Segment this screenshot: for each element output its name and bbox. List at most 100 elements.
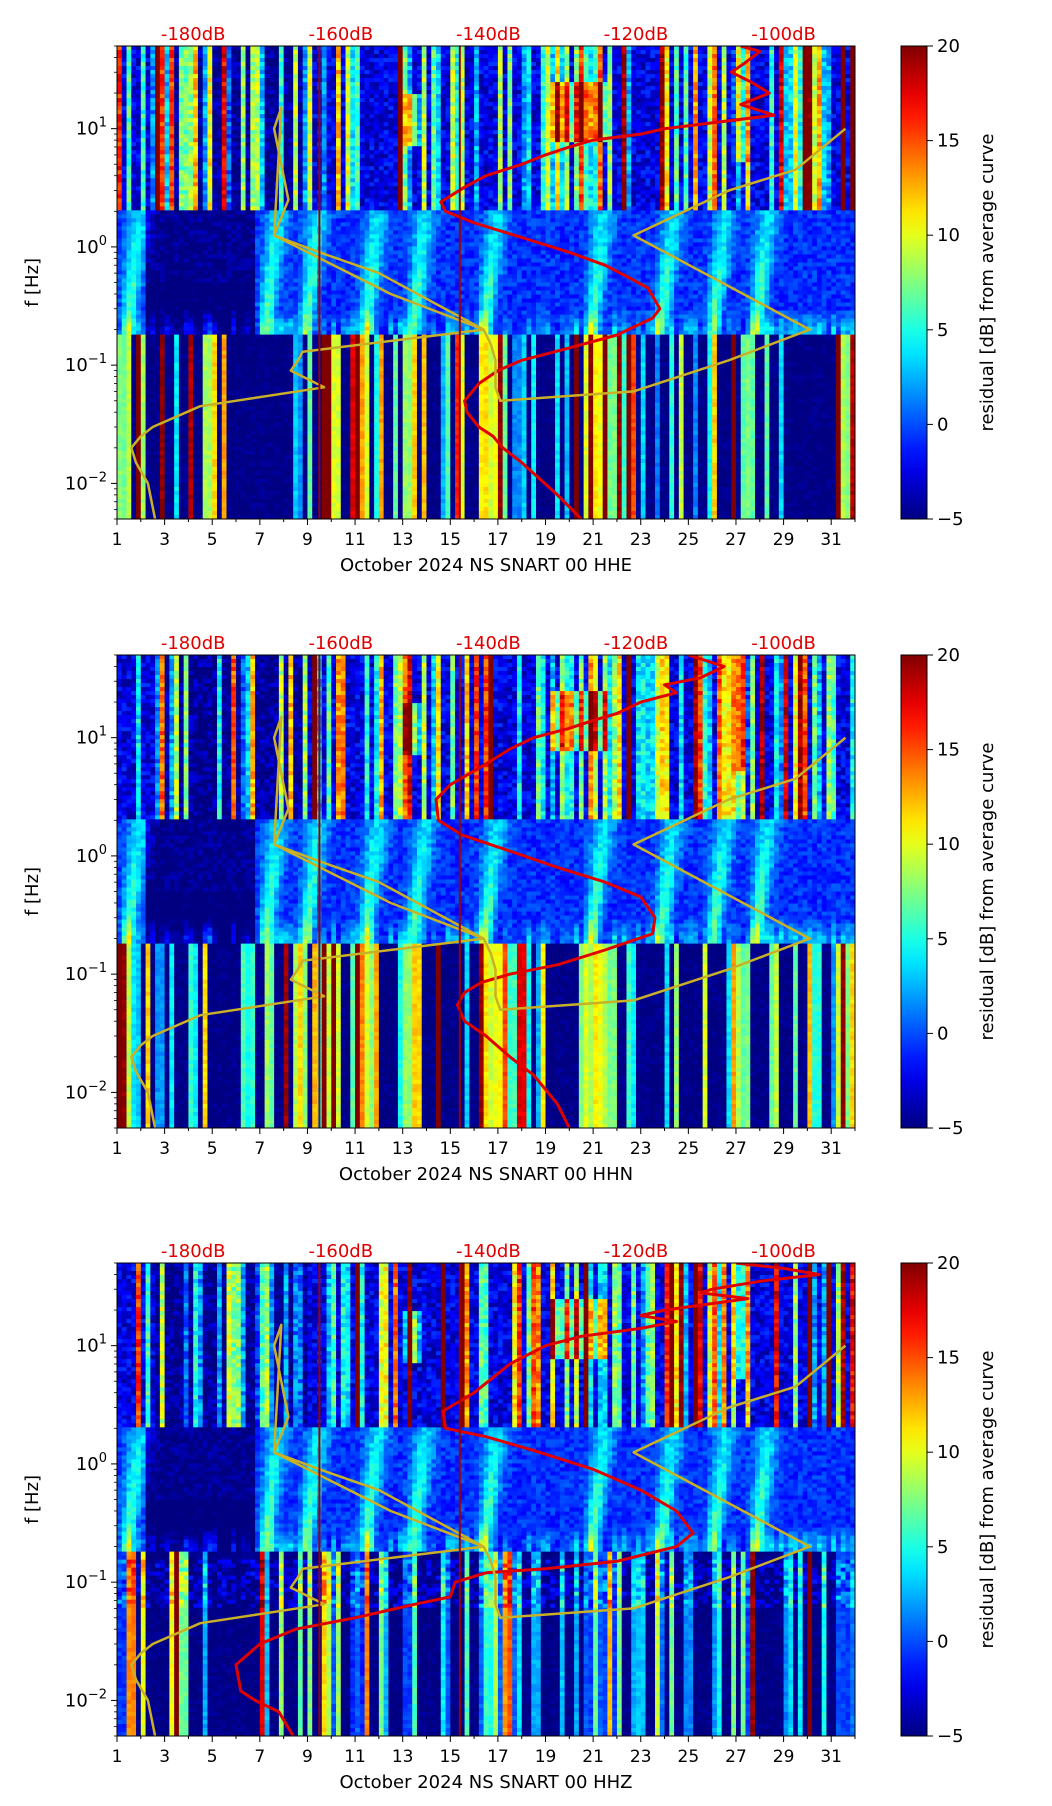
top-db-label: -160dB xyxy=(308,633,373,654)
colorbar-tick-label: 20 xyxy=(937,36,960,57)
y-tick-label: 10−1 xyxy=(65,961,107,985)
x-tick-label: 5 xyxy=(207,1139,218,1159)
x-tick-label: 21 xyxy=(582,1747,604,1767)
x-tick-label: 11 xyxy=(344,1747,366,1767)
series-psd-mean xyxy=(234,1263,821,1736)
x-tick-label: 13 xyxy=(392,1747,414,1767)
x-tick-label: 1 xyxy=(112,1747,123,1767)
colorbar-tick-label: 0 xyxy=(937,414,948,435)
x-tick-label: 25 xyxy=(678,1139,700,1159)
x-tick-label: 25 xyxy=(678,530,700,550)
x-tick-label: 15 xyxy=(439,1747,461,1767)
colorbar-tick-label: 10 xyxy=(937,1442,960,1463)
x-tick-label: 17 xyxy=(487,530,509,550)
x-tick-label: 13 xyxy=(392,530,414,550)
series-psd-mean xyxy=(434,655,726,1128)
x-tick-label: 19 xyxy=(535,1139,557,1159)
x-tick-label: 3 xyxy=(159,1747,170,1767)
x-tick-label: 7 xyxy=(254,1139,265,1159)
colorbar-label: residual [dB] from average curve xyxy=(977,1350,998,1648)
x-tick-label: 9 xyxy=(302,1747,313,1767)
x-tick-label: 31 xyxy=(820,530,842,550)
colorbar-tick-label: −5 xyxy=(937,1118,964,1139)
x-tick-label: 19 xyxy=(535,1747,557,1767)
colorbar-tick-label: 15 xyxy=(937,131,960,152)
x-tick-label: 29 xyxy=(773,1747,795,1767)
x-tick-label: 9 xyxy=(302,1139,313,1159)
colorbar-tick-label: 0 xyxy=(937,1023,948,1044)
colorbar-tick-label: 5 xyxy=(937,1537,948,1558)
y-axis-label: f [Hz] xyxy=(22,258,43,307)
x-tick-label: 5 xyxy=(207,530,218,550)
y-tick-label: 10−1 xyxy=(65,1569,107,1593)
x-tick-label: 7 xyxy=(254,530,265,550)
x-tick-label: 27 xyxy=(725,530,747,550)
spectrogram-heatmap xyxy=(117,655,855,1128)
x-axis-label: October 2024 NS SNART 00 HHZ xyxy=(339,1772,632,1793)
top-db-label: -160dB xyxy=(308,24,373,45)
y-tick-label: 100 xyxy=(76,1451,107,1475)
colorbar-tick-label: 20 xyxy=(937,645,960,666)
x-tick-label: 27 xyxy=(725,1139,747,1159)
y-tick-label: 10−2 xyxy=(65,1079,107,1103)
colorbar-tick-label: −5 xyxy=(937,1726,964,1747)
top-db-label: -160dB xyxy=(308,1241,373,1262)
y-tick-label: 100 xyxy=(76,234,107,258)
top-db-label: -140dB xyxy=(456,633,521,654)
x-tick-label: 3 xyxy=(159,1139,170,1159)
x-tick-label: 1 xyxy=(112,530,123,550)
colorbar-tick-label: 5 xyxy=(937,320,948,341)
spectrogram-heatmap xyxy=(117,1263,855,1736)
x-tick-label: 21 xyxy=(582,1139,604,1159)
x-tick-label: 15 xyxy=(439,1139,461,1159)
series-nhnm-nlnm xyxy=(130,106,847,519)
top-db-label: -140dB xyxy=(456,24,521,45)
colorbar-tick-label: 20 xyxy=(937,1253,960,1274)
y-tick-label: 100 xyxy=(76,843,107,867)
top-db-label: -100dB xyxy=(751,1241,816,1262)
x-axis-label: October 2024 NS SNART 00 HHN xyxy=(339,1164,633,1185)
colorbar-tick-label: −5 xyxy=(937,509,964,530)
x-tick-label: 23 xyxy=(630,1139,652,1159)
series-nhnm-nlnm xyxy=(130,715,847,1128)
colorbar-tick-label: 0 xyxy=(937,1631,948,1652)
colorbar-tick-label: 10 xyxy=(937,225,960,246)
x-tick-label: 17 xyxy=(487,1747,509,1767)
x-tick-label: 5 xyxy=(207,1747,218,1767)
colorbar-tick-label: 5 xyxy=(937,929,948,950)
colorbar-tick-label: 10 xyxy=(937,834,960,855)
colorbar-tick-label: 15 xyxy=(937,740,960,761)
top-db-label: -100dB xyxy=(751,24,816,45)
top-db-label: -180dB xyxy=(161,633,226,654)
top-db-label: -140dB xyxy=(456,1241,521,1262)
colorbar: 20 15 10 5 0 −5 residual [dB] from average cur… xyxy=(900,36,998,530)
colorbar-label: residual [dB] from average curve xyxy=(977,133,998,431)
x-tick-label: 3 xyxy=(159,530,170,550)
top-db-label: -120dB xyxy=(604,633,669,654)
x-tick-label: 31 xyxy=(820,1747,842,1767)
colorbar-label: residual [dB] from average curve xyxy=(977,742,998,1040)
x-tick-label: 21 xyxy=(582,530,604,550)
x-tick-label: 7 xyxy=(254,1747,265,1767)
x-tick-label: 25 xyxy=(678,1747,700,1767)
x-tick-label: 31 xyxy=(820,1139,842,1159)
top-db-label: -180dB xyxy=(161,1241,226,1262)
colorbar: 20 15 10 5 0 −5 residual [dB] from average cur… xyxy=(900,1253,998,1747)
x-axis-label: October 2024 NS SNART 00 HHE xyxy=(340,555,632,576)
x-tick-label: 27 xyxy=(725,1747,747,1767)
x-tick-label: 23 xyxy=(630,530,652,550)
y-tick-label: 101 xyxy=(76,725,107,749)
y-tick-label: 101 xyxy=(76,1333,107,1357)
x-tick-label: 23 xyxy=(630,1747,652,1767)
top-db-label: -120dB xyxy=(604,24,669,45)
x-tick-label: 19 xyxy=(535,530,557,550)
colorbar: 20 15 10 5 0 −5 residual [dB] from average cur… xyxy=(900,645,998,1139)
top-db-label: -180dB xyxy=(161,24,226,45)
x-tick-label: 29 xyxy=(773,1139,795,1159)
y-tick-label: 10−2 xyxy=(65,470,107,494)
top-db-label: -100dB xyxy=(751,633,816,654)
x-tick-label: 9 xyxy=(302,530,313,550)
